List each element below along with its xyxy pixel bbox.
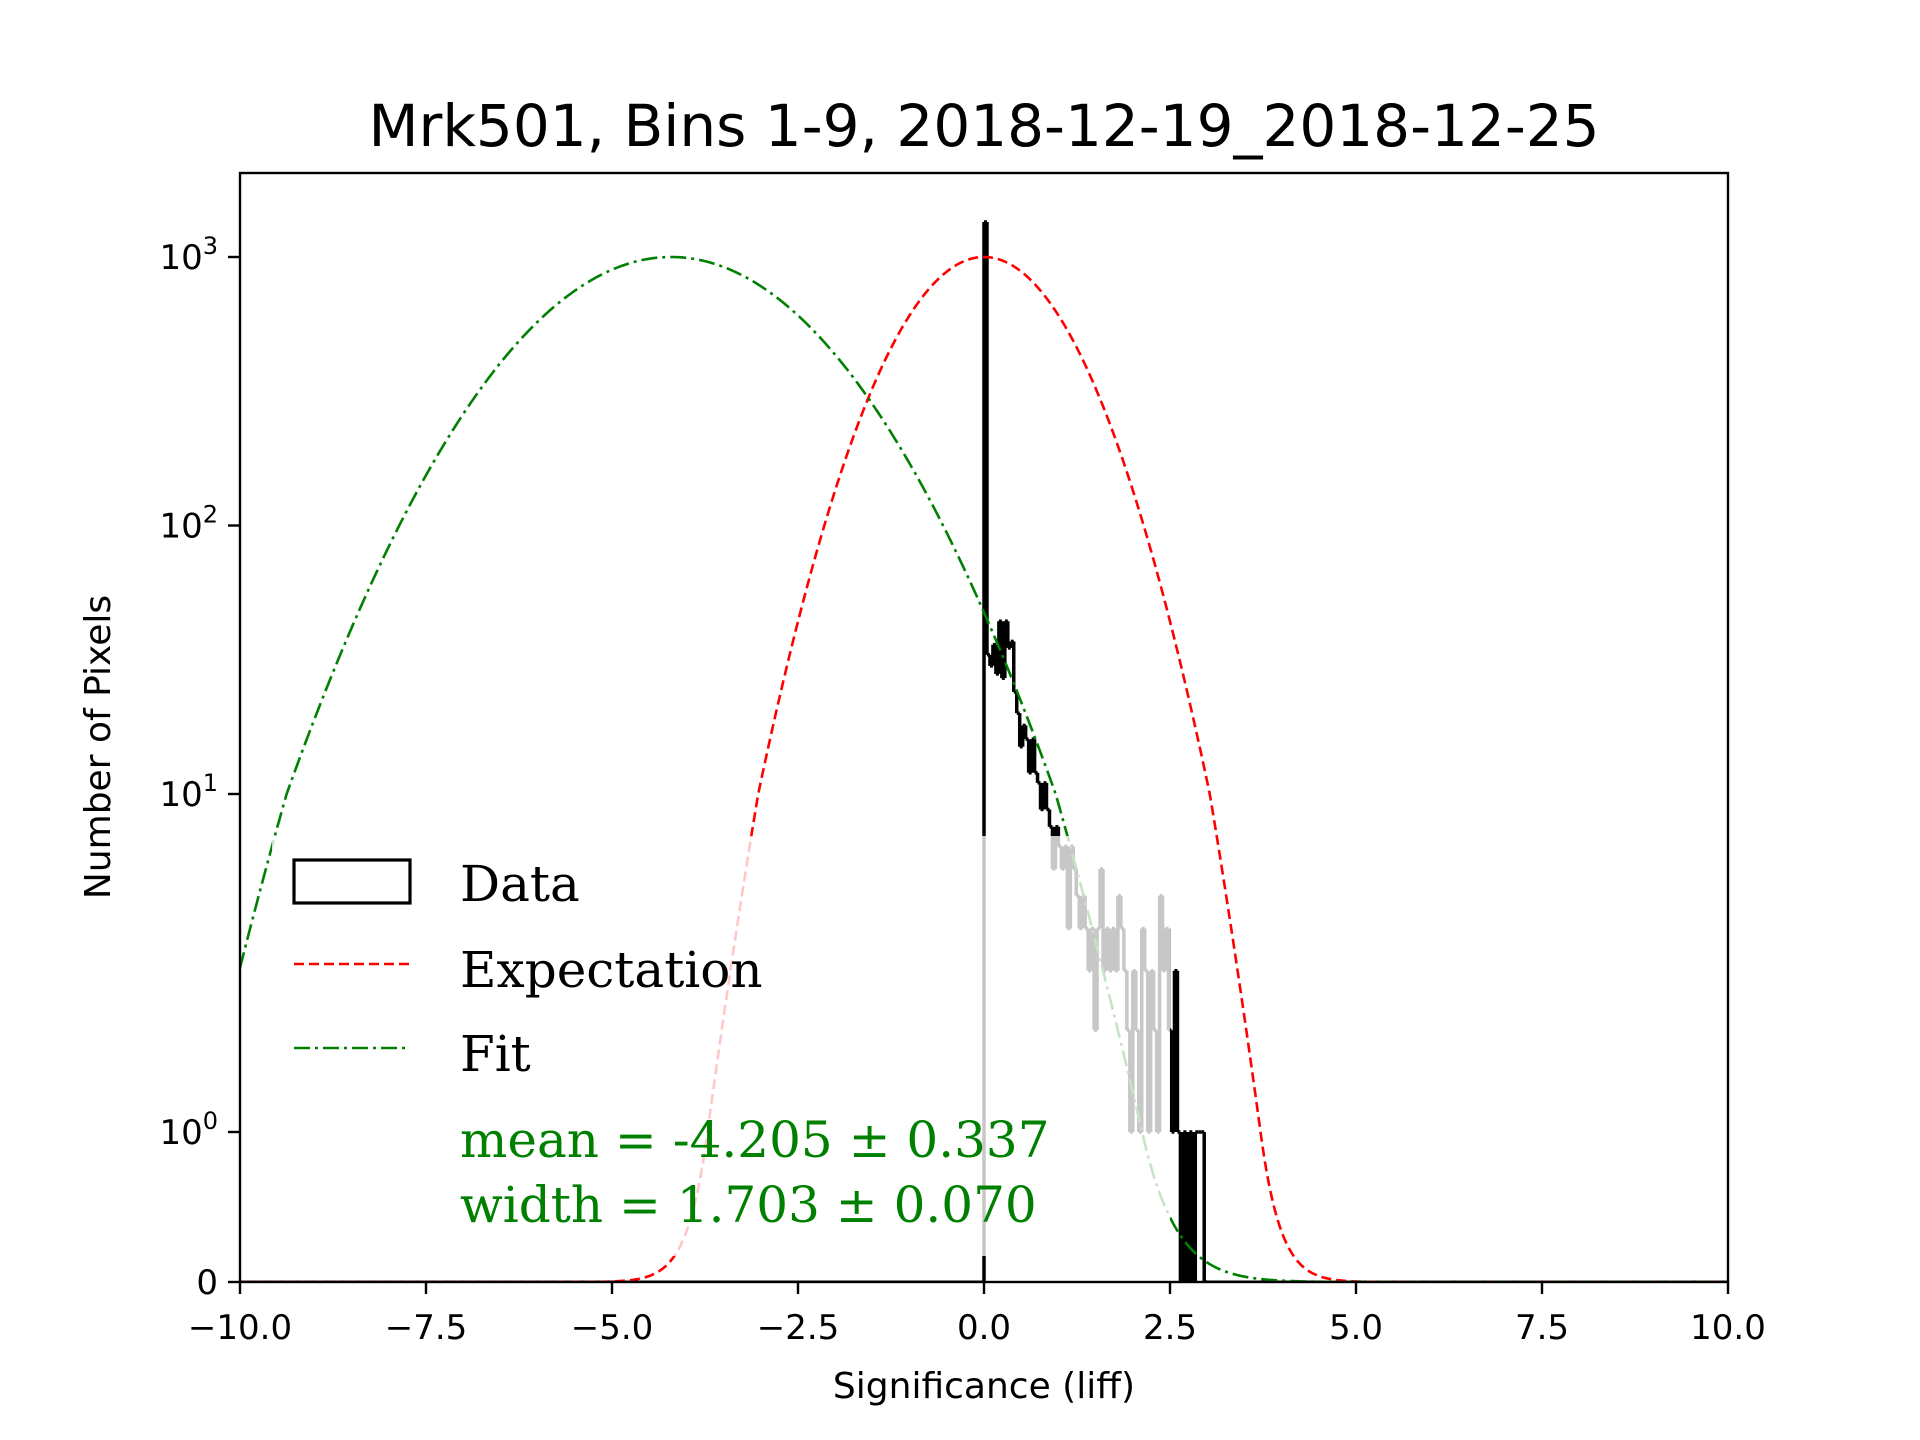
y-axis: 0 100 101 102 103 — [159, 232, 240, 1303]
x-tick-label: −10.0 — [188, 1308, 292, 1348]
x-tick-label: 10.0 — [1690, 1308, 1766, 1348]
plot-area — [240, 220, 1728, 1282]
y-axis-label: Number of Pixels — [78, 595, 119, 899]
x-tick-label: 5.0 — [1329, 1308, 1383, 1348]
legend-data-handle — [292, 858, 412, 905]
x-tick-label: 7.5 — [1515, 1308, 1569, 1348]
y-tick-label: 0 — [196, 1263, 218, 1303]
legend-label-fit: Fit — [460, 1025, 531, 1083]
legend: Data Expectation Fit mean = -4.205 ± 0.3… — [292, 855, 1050, 1234]
legend-label-data: Data — [460, 855, 580, 913]
x-tick-label: 2.5 — [1143, 1308, 1197, 1348]
y-tick-label: 100 — [159, 1107, 218, 1153]
expectation-curve — [240, 255, 1728, 1282]
legend-background — [272, 836, 1170, 1256]
x-axis: −10.0 −7.5 −5.0 −2.5 0.0 2.5 5.0 7.5 10.0 — [188, 1282, 1766, 1348]
x-tick-label: −5.0 — [571, 1308, 654, 1348]
fit-mean-annotation: mean = -4.205 ± 0.337 — [460, 1111, 1050, 1169]
x-tick-label: −7.5 — [385, 1308, 468, 1348]
x-axis-label: Significance (liff) — [833, 1366, 1135, 1407]
y-tick-label: 103 — [159, 232, 218, 278]
y-tick-label: 102 — [159, 501, 218, 547]
legend-label-expectation: Expectation — [460, 941, 763, 999]
fit-width-annotation: width = 1.703 ± 0.070 — [460, 1176, 1037, 1234]
y-tick-label: 101 — [159, 769, 218, 815]
chart-title: Mrk501, Bins 1-9, 2018-12-19_2018-12-25 — [368, 92, 1599, 160]
x-tick-label: 0.0 — [957, 1308, 1011, 1348]
fit-curve — [240, 255, 1728, 1282]
x-tick-label: −2.5 — [757, 1308, 840, 1348]
